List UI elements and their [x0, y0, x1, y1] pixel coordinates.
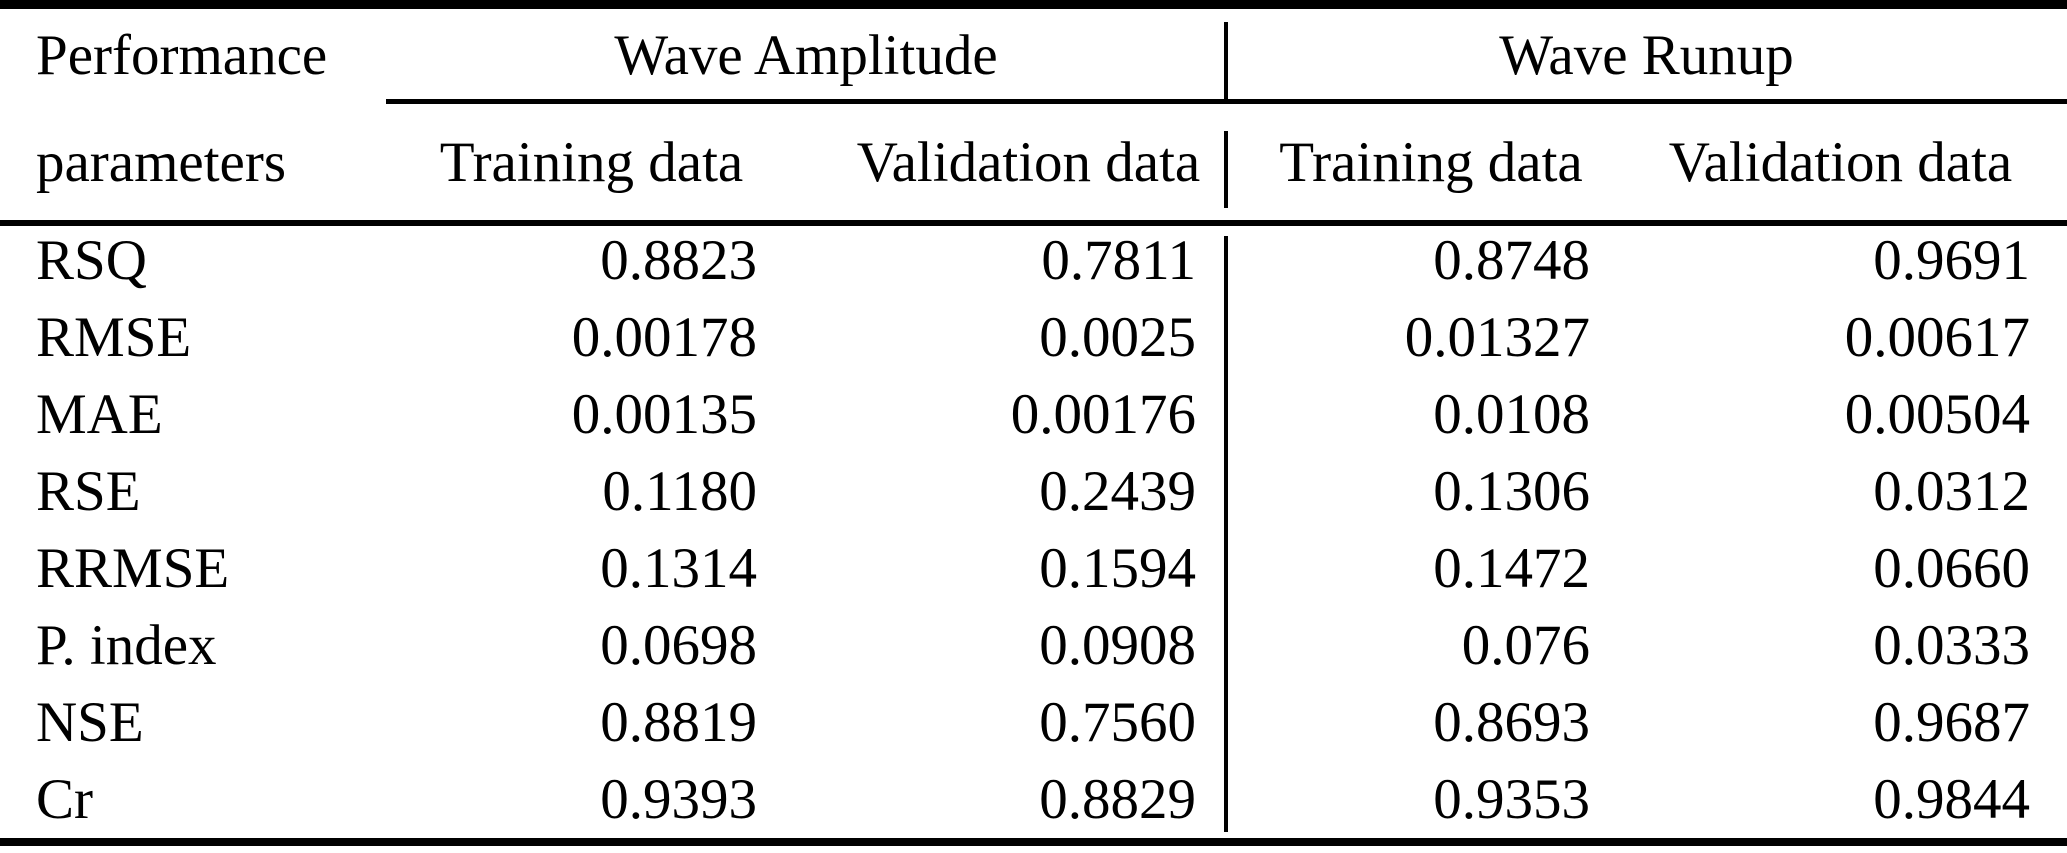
- table-row-p-index: P. index 0.0698 0.0908 0.076 0.0333: [0, 607, 2067, 684]
- header-body-rule: [0, 220, 2067, 226]
- table-row-rrmse: RRMSE 0.1314 0.1594 0.1472 0.0660: [0, 530, 2067, 607]
- cell-value: 0.0108: [1433, 383, 1590, 446]
- subheader-wr-training-data: Training data: [1279, 130, 1583, 194]
- column-divider-top: [1224, 22, 1228, 99]
- row-label: MAE: [36, 383, 163, 446]
- cell-value: 0.00178: [571, 306, 757, 369]
- row-label: RRMSE: [36, 537, 230, 600]
- cell-value: 0.0660: [1873, 537, 2030, 600]
- cell-value: 0.9393: [600, 768, 757, 831]
- row-label: Cr: [36, 768, 93, 831]
- cell-value: 0.9687: [1873, 691, 2030, 754]
- cell-value: 0.8693: [1433, 691, 1590, 754]
- cell-value: 0.8748: [1433, 229, 1590, 292]
- group-header-wave-amplitude: Wave Amplitude: [614, 24, 998, 87]
- cell-value: 0.7811: [1041, 229, 1196, 292]
- cell-value: 0.1594: [1039, 537, 1196, 600]
- cell-value: 0.9691: [1873, 229, 2030, 292]
- row-label: P. index: [36, 614, 217, 677]
- row-label: RSQ: [36, 229, 147, 292]
- param-header-line2: parameters: [36, 130, 287, 194]
- group-header-wave-runup: Wave Runup: [1499, 24, 1794, 87]
- table-top-rule: [0, 0, 2067, 9]
- group-header-row: Performance Wave Amplitude Wave Runup: [0, 9, 2067, 102]
- cell-value: 0.00617: [1844, 306, 2030, 369]
- subheader-wr-validation-data: Validation data: [1668, 130, 2013, 194]
- cell-value: 0.1180: [602, 460, 757, 523]
- cell-value: 0.9844: [1873, 768, 2030, 831]
- cell-value: 0.2439: [1039, 460, 1196, 523]
- group-header-underline: [386, 99, 2067, 104]
- cell-value: 0.0333: [1873, 614, 2030, 677]
- row-label: RSE: [36, 460, 141, 523]
- cell-value: 0.1306: [1433, 460, 1590, 523]
- sub-header-row: parameters Training data Validation data…: [0, 102, 2067, 222]
- cell-value: 0.8823: [600, 229, 757, 292]
- column-divider-header: [1224, 131, 1228, 208]
- cell-value: 0.00504: [1844, 383, 2030, 446]
- row-label: NSE: [36, 691, 144, 754]
- cell-value: 0.00176: [1010, 383, 1196, 446]
- cell-value: 0.7560: [1039, 691, 1196, 754]
- table-content: Performance Wave Amplitude Wave Runup pa…: [0, 9, 2067, 838]
- table-bottom-rule: [0, 838, 2067, 846]
- cell-value: 0.0908: [1039, 614, 1196, 677]
- cell-value: 0.0698: [600, 614, 757, 677]
- cell-value: 0.00135: [571, 383, 757, 446]
- cell-value: 0.8829: [1039, 768, 1196, 831]
- cell-value: 0.0312: [1873, 460, 2030, 523]
- table-row-rsq: RSQ 0.8823 0.7811 0.8748 0.9691: [0, 222, 2067, 299]
- table-row-mae: MAE 0.00135 0.00176 0.0108 0.00504: [0, 376, 2067, 453]
- param-header-line1: Performance: [36, 24, 328, 87]
- subheader-wa-validation-data: Validation data: [856, 130, 1201, 194]
- column-divider-body: [1224, 236, 1228, 832]
- cell-value: 0.1314: [600, 537, 757, 600]
- table-row-rmse: RMSE 0.00178 0.0025 0.01327 0.00617: [0, 299, 2067, 376]
- cell-value: 0.1472: [1433, 537, 1590, 600]
- subheader-wa-training-data: Training data: [439, 130, 744, 194]
- cell-value: 0.9353: [1433, 768, 1590, 831]
- table-row-rse: RSE 0.1180 0.2439 0.1306 0.0312: [0, 453, 2067, 530]
- cell-value: 0.01327: [1404, 306, 1590, 369]
- table-row-nse: NSE 0.8819 0.7560 0.8693 0.9687: [0, 684, 2067, 761]
- cell-value: 0.8819: [600, 691, 757, 754]
- table-row-cr: Cr 0.9393 0.8829 0.9353 0.9844: [0, 761, 2067, 838]
- cell-value: 0.076: [1461, 614, 1590, 677]
- row-label: RMSE: [36, 306, 192, 369]
- cell-value: 0.0025: [1039, 306, 1196, 369]
